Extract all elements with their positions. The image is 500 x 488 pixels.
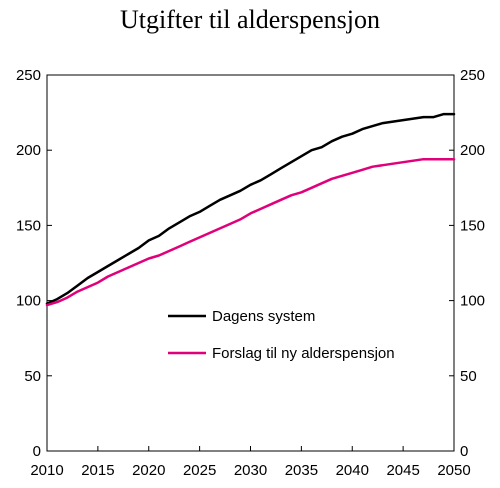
plot-frame	[46, 74, 455, 452]
y-tick-label-right: 200	[460, 142, 485, 159]
y-tick-label-right: 150	[460, 217, 485, 234]
series-layer	[45, 112, 456, 307]
x-tick-label: 2035	[285, 462, 318, 479]
x-tick-label: 2045	[386, 462, 419, 479]
x-tick-label: 2025	[183, 462, 216, 479]
y-tick-label-left: 200	[16, 142, 41, 159]
y-tick-label-left: 100	[16, 293, 41, 310]
chart-title: Utgifter til alderspensjon	[120, 5, 380, 34]
series-line-1	[45, 112, 456, 305]
legend: Dagens system Forslag til ny alderspensjo…	[168, 308, 395, 362]
axes	[46, 74, 455, 452]
y-tick-label-right: 50	[460, 368, 477, 385]
y-tick-label-right: 100	[460, 293, 485, 310]
y-tick-label-right: 250	[460, 67, 485, 84]
x-tick-label: 2030	[234, 462, 267, 479]
y-tick-label-left: 50	[24, 368, 41, 385]
x-tick-label: 2040	[336, 462, 369, 479]
x-axis: 2010 2015 2020 2025 2030 2035 2040 2045 2050	[30, 446, 471, 479]
y-tick-label-right: 0	[460, 443, 468, 460]
series-line-2	[45, 157, 456, 307]
y-tick-label-left: 250	[16, 67, 41, 84]
legend-label-1: Dagens system	[212, 308, 315, 325]
y-axis-left: 0 50 100 150 200 250	[16, 67, 52, 460]
y-axis-right: 0 50 100 150 200 250	[449, 67, 485, 460]
x-tick-label: 2050	[437, 462, 470, 479]
x-tick-label: 2015	[81, 462, 114, 479]
x-tick-label: 2020	[132, 462, 165, 479]
legend-label-2: Forslag til ny alderspensjon	[212, 345, 395, 362]
x-tick-label: 2010	[30, 462, 63, 479]
y-tick-label-left: 0	[33, 443, 41, 460]
y-tick-label-left: 150	[16, 217, 41, 234]
